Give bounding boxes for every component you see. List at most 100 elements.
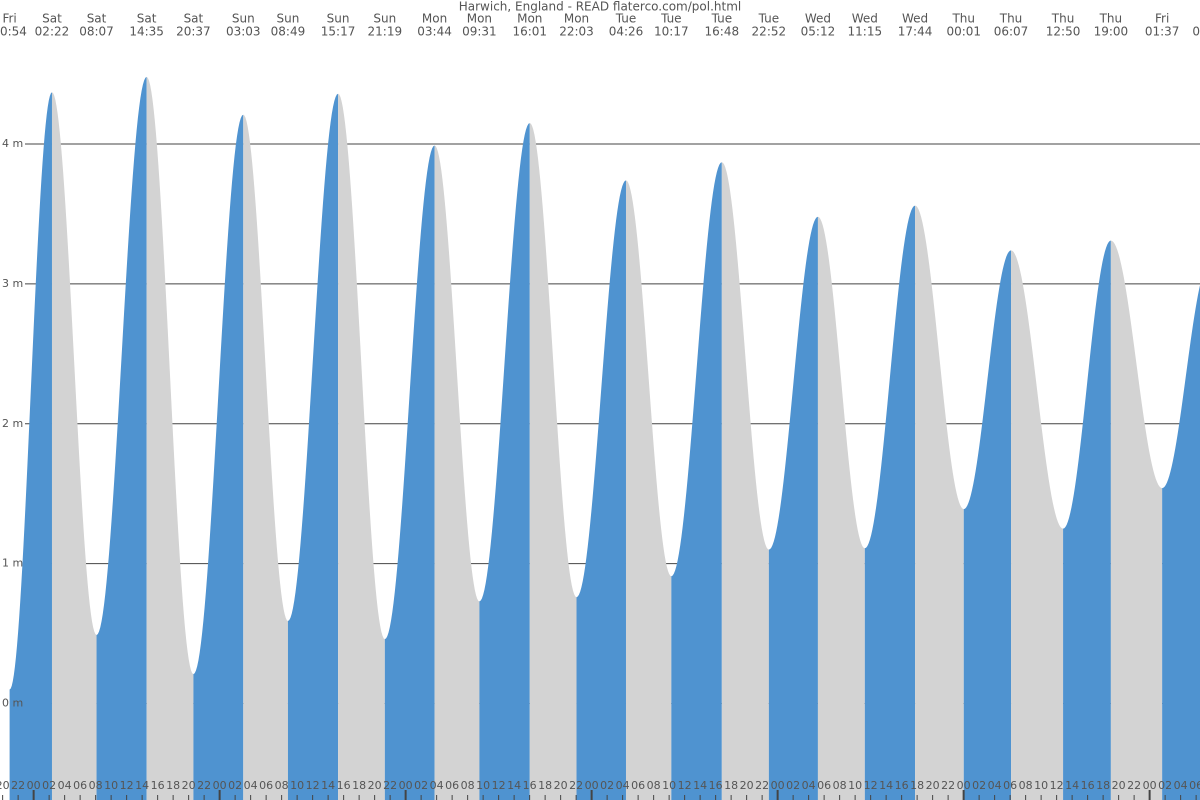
extreme-day: Tue	[758, 12, 780, 26]
x-tick-label: 04	[244, 779, 258, 792]
falling-tide	[434, 145, 480, 800]
x-tick-label: 14	[693, 779, 707, 792]
extreme-time: 22:03	[559, 25, 594, 39]
rising-tide	[384, 145, 435, 800]
x-tick-label: 02	[42, 779, 56, 792]
x-tick-label: 02	[786, 779, 800, 792]
extreme-day: Thu	[1051, 12, 1075, 26]
extreme-time: 01:37	[1145, 25, 1180, 39]
extreme-time: 19:00	[1094, 25, 1129, 39]
x-tick-label: 20	[926, 779, 940, 792]
x-tick-label: 16	[151, 779, 165, 792]
tide-fills	[9, 76, 1200, 800]
extreme-time: 21:19	[368, 25, 403, 39]
rising-tide	[193, 114, 244, 800]
extreme-time: 03:44	[417, 25, 452, 39]
falling-tide	[51, 92, 97, 800]
x-tick-label: 06	[1189, 779, 1200, 792]
x-tick-label: 12	[1050, 779, 1064, 792]
rising-tide	[576, 180, 626, 800]
x-tick-label: 10	[662, 779, 676, 792]
x-tick-label: 08	[833, 779, 847, 792]
extreme-time: 10:17	[654, 25, 689, 39]
extreme-day: Sun	[327, 12, 350, 26]
x-tick-label: 18	[1096, 779, 1110, 792]
x-tick-label: 00	[399, 779, 413, 792]
x-tick-label: 00	[27, 779, 41, 792]
extreme-day: Wed	[805, 12, 831, 26]
x-tick-label: 02	[414, 779, 428, 792]
extreme-time: 14:35	[129, 25, 164, 39]
x-tick-label: 12	[492, 779, 506, 792]
y-tick-label: 4 m	[2, 137, 23, 150]
extreme-day: Fri	[1155, 12, 1169, 26]
extreme-time: 22:52	[752, 25, 787, 39]
extreme-day: Sat	[184, 12, 204, 26]
extreme-time: 16:48	[705, 25, 740, 39]
x-tick-label: 04	[616, 779, 630, 792]
x-tick-label: 14	[321, 779, 335, 792]
x-tick-label: 06	[73, 779, 87, 792]
x-tick-label: 18	[166, 779, 180, 792]
rising-tide	[9, 92, 52, 800]
x-tick-label: 20	[554, 779, 568, 792]
extreme-day: Sat	[87, 12, 107, 26]
extreme-day: Wed	[902, 12, 928, 26]
x-tick-label: 10	[476, 779, 490, 792]
rising-tide	[96, 76, 147, 800]
x-tick-label: 14	[135, 779, 149, 792]
extreme-day: Tue	[711, 12, 733, 26]
falling-tide	[338, 93, 385, 800]
x-tick-label: 22	[1127, 779, 1141, 792]
x-tick-label: 06	[445, 779, 459, 792]
x-tick-label: 04	[988, 779, 1002, 792]
extreme-time: 09:31	[462, 25, 497, 39]
x-tick-label: 18	[352, 779, 366, 792]
x-tick-label: 18	[724, 779, 738, 792]
extreme-day: Sat	[42, 12, 62, 26]
labels: 0 m1 m2 m3 m4 mFri20:54Sat02:22Sat08:07S…	[0, 12, 1200, 800]
x-tick-label: 10	[290, 779, 304, 792]
x-tick-label: 22	[11, 779, 25, 792]
extreme-day: Mon	[422, 12, 447, 26]
x-tick-label: 10	[104, 779, 118, 792]
y-tick-label: 0 m	[2, 696, 23, 709]
x-tick-label: 20	[368, 779, 382, 792]
falling-tide	[243, 114, 288, 800]
x-tick-label: 00	[1143, 779, 1157, 792]
chart-title: Harwich, England - READ flaterco.com/pol…	[459, 0, 741, 14]
x-tick-label: 00	[585, 779, 599, 792]
x-tick-label: 14	[879, 779, 893, 792]
x-tick-label: 16	[709, 779, 723, 792]
x-tick-label: 22	[197, 779, 211, 792]
extreme-day: Thu	[951, 12, 975, 26]
extreme-day: Sat	[137, 12, 157, 26]
falling-tide	[625, 180, 672, 800]
extreme-time: 20:54	[0, 25, 27, 39]
x-tick-label: 14	[507, 779, 521, 792]
extreme-time: 11:15	[848, 25, 883, 39]
rising-tide	[479, 123, 530, 800]
x-tick-label: 20	[182, 779, 196, 792]
y-tick-label: 1 m	[2, 557, 23, 570]
extreme-day: Tue	[660, 12, 682, 26]
x-tick-label: 02	[600, 779, 614, 792]
extreme-time: 07:45	[1192, 25, 1200, 39]
x-tick-label: 16	[1081, 779, 1095, 792]
x-tick-label: 08	[89, 779, 103, 792]
extreme-time: 16:01	[512, 25, 547, 39]
x-tick-label: 10	[848, 779, 862, 792]
extreme-day: Sun	[373, 12, 396, 26]
falling-tide	[1110, 240, 1163, 800]
falling-tide	[146, 76, 194, 800]
extreme-time: 00:01	[946, 25, 981, 39]
x-tick-label: 22	[755, 779, 769, 792]
x-tick-label: 04	[802, 779, 816, 792]
x-tick-label: 20	[740, 779, 754, 792]
extreme-time: 15:17	[321, 25, 356, 39]
x-tick-label: 00	[957, 779, 971, 792]
extreme-time: 17:44	[898, 25, 933, 39]
x-tick-label: 06	[1003, 779, 1017, 792]
extreme-day: Mon	[517, 12, 542, 26]
extreme-time: 05:12	[801, 25, 836, 39]
